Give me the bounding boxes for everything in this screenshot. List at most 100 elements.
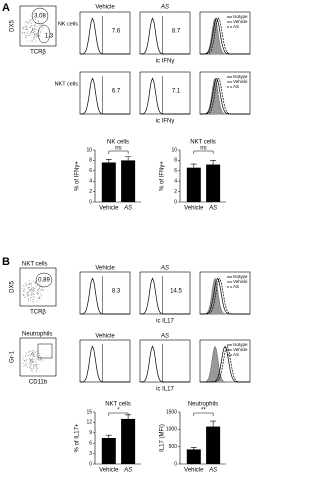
dot: [28, 31, 29, 32]
dot: [39, 35, 40, 36]
dot: [40, 288, 41, 289]
dot: [25, 21, 26, 22]
dot: [30, 32, 31, 33]
dot: [39, 353, 40, 354]
bar: [102, 162, 116, 202]
dot: [23, 27, 24, 28]
dot: [33, 367, 34, 368]
figure: ADX5TCRβ3.081.3Vehicle ASNK cells7.6 8.7Is…: [0, 0, 276, 500]
dot: [31, 19, 32, 20]
dot: [32, 30, 33, 31]
dot: [27, 23, 28, 24]
y-axis-label: DX5: [10, 20, 16, 32]
dot: [30, 361, 31, 362]
dot: [30, 364, 31, 365]
y-tick-label: 1000: [166, 427, 177, 433]
dot: [31, 25, 32, 26]
dot: [37, 292, 38, 293]
dot: [26, 26, 27, 27]
error-bar: [125, 157, 131, 161]
dot: [33, 356, 34, 357]
column-header: Vehicle: [95, 266, 115, 272]
plot-frame: [80, 340, 130, 382]
dot: [29, 358, 30, 359]
dot: [34, 302, 35, 303]
dot: [41, 290, 42, 291]
dot: [27, 293, 28, 294]
dot: [23, 28, 24, 29]
dot: [31, 353, 32, 354]
dot: [29, 27, 30, 28]
dot: [26, 37, 27, 38]
legend-label: AS: [233, 284, 239, 289]
x-tick-label: AS: [208, 206, 217, 212]
x-axis-label: ic IFNγ: [156, 59, 175, 65]
dot: [37, 285, 38, 286]
error-bar: [210, 160, 216, 164]
dot: [32, 291, 33, 292]
dot: [35, 288, 36, 289]
dot: [33, 368, 34, 369]
dot: [24, 366, 25, 367]
bar: [102, 438, 116, 464]
x-tick-label: Vehicle: [184, 468, 204, 474]
dot: [37, 290, 38, 291]
dot: [36, 362, 37, 363]
y-tick-label: 8: [174, 158, 177, 164]
histogram-curve: [140, 18, 190, 54]
dot: [27, 367, 28, 368]
error-bar: [191, 164, 197, 168]
dot: [34, 357, 35, 358]
dot: [28, 301, 29, 302]
histogram-curve: [140, 78, 190, 114]
dot: [30, 360, 31, 361]
row-label: NK cells: [58, 21, 78, 27]
y-axis-label: DX5: [10, 281, 16, 293]
dot: [32, 361, 33, 362]
plot-title: NKT cells: [22, 262, 48, 268]
dot: [40, 297, 41, 298]
dot: [26, 22, 27, 23]
dot: [30, 297, 31, 298]
dot: [35, 364, 36, 365]
dot: [30, 300, 31, 301]
dot: [36, 34, 37, 35]
dot: [31, 297, 32, 298]
dot: [23, 363, 24, 364]
dot: [35, 297, 36, 298]
dot: [31, 284, 32, 285]
gate-value: 0.89: [38, 278, 50, 284]
annotation: ns: [200, 146, 206, 152]
y-tick-label: 8: [89, 158, 92, 164]
dot: [40, 357, 41, 358]
dot: [33, 281, 34, 282]
dot: [25, 37, 26, 38]
dot: [31, 359, 32, 360]
dot: [22, 288, 23, 289]
dot: [36, 355, 37, 356]
dot: [38, 20, 39, 21]
dot: [23, 356, 24, 357]
dot: [30, 20, 31, 21]
dot: [30, 27, 31, 28]
dot: [36, 365, 37, 366]
dot: [25, 29, 26, 30]
dot: [32, 33, 33, 34]
dot: [36, 293, 37, 294]
plot-frame: [80, 12, 130, 54]
dot: [28, 24, 29, 25]
y-tick-label: 6: [89, 168, 92, 174]
dot: [37, 364, 38, 365]
dot: [26, 353, 27, 354]
x-tick-label: Vehicle: [99, 468, 119, 474]
dot: [41, 361, 42, 362]
column-header: Vehicle: [95, 334, 115, 340]
dot: [38, 367, 39, 368]
dot: [43, 290, 44, 291]
gate-value: 8.3: [112, 288, 121, 294]
histogram-curve: [80, 346, 130, 382]
dot: [39, 355, 40, 356]
x-axis-label: ic IL17: [156, 387, 174, 393]
y-axis-label: % of IFNγ+: [75, 161, 81, 191]
dot: [32, 294, 33, 295]
